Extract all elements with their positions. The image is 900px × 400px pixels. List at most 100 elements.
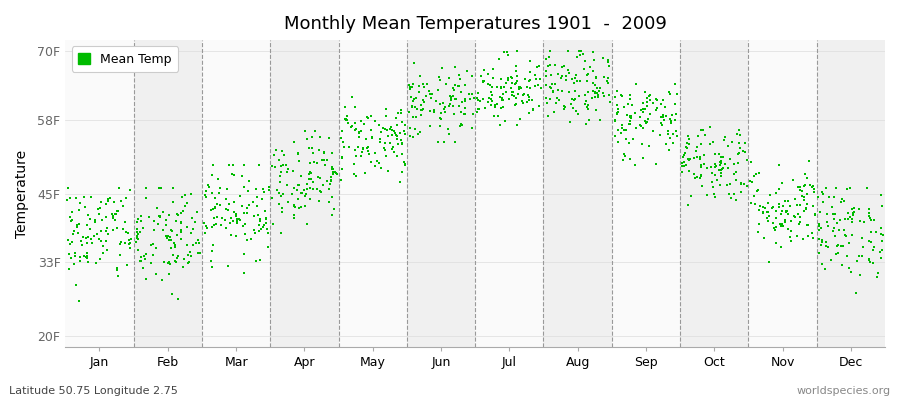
Point — [760, 214, 774, 221]
Point — [714, 158, 728, 164]
Point — [165, 291, 179, 298]
Point — [161, 236, 176, 243]
Point — [65, 238, 79, 245]
Point — [565, 96, 580, 102]
Point — [846, 210, 860, 216]
Point — [748, 200, 762, 207]
Point — [390, 133, 404, 139]
Point — [761, 218, 776, 224]
Point — [570, 54, 584, 61]
Point — [326, 171, 340, 177]
Point — [311, 198, 326, 204]
Bar — [66, 40, 133, 347]
Point — [790, 232, 805, 239]
Point — [490, 84, 504, 90]
Point — [227, 208, 241, 215]
Point — [448, 96, 463, 103]
Point — [274, 205, 289, 212]
Point — [827, 194, 842, 200]
Point — [819, 238, 833, 245]
Point — [562, 70, 576, 76]
Point — [578, 92, 592, 98]
Point — [66, 230, 80, 237]
Point — [465, 73, 480, 79]
Point — [690, 173, 705, 180]
Point — [354, 118, 368, 124]
Point — [174, 227, 188, 234]
Point — [807, 189, 822, 195]
Point — [442, 75, 456, 81]
Point — [159, 233, 174, 240]
Point — [609, 111, 624, 118]
Point — [778, 216, 793, 223]
Point — [107, 217, 122, 224]
Point — [732, 127, 746, 134]
Point — [270, 186, 284, 193]
Point — [590, 74, 604, 81]
Point — [98, 228, 112, 234]
Point — [281, 166, 295, 172]
Point — [876, 232, 890, 238]
Point — [866, 246, 880, 253]
Point — [434, 116, 448, 122]
Point — [135, 224, 149, 231]
Point — [806, 235, 820, 242]
Point — [454, 109, 468, 116]
Point — [146, 240, 160, 247]
Point — [62, 214, 77, 221]
Point — [253, 257, 267, 264]
Point — [205, 264, 220, 271]
Point — [414, 101, 428, 108]
Point — [112, 241, 127, 247]
Point — [184, 230, 198, 236]
Point — [146, 252, 160, 258]
Point — [401, 81, 416, 88]
Point — [84, 194, 98, 201]
Point — [192, 240, 206, 246]
Point — [729, 176, 743, 183]
Point — [276, 162, 291, 168]
Point — [802, 157, 816, 164]
Point — [740, 157, 754, 163]
Point — [163, 261, 177, 268]
Point — [436, 106, 451, 112]
Point — [411, 83, 426, 90]
Point — [68, 282, 83, 288]
Point — [437, 104, 452, 110]
Point — [540, 63, 554, 70]
Point — [274, 230, 288, 236]
Point — [505, 92, 519, 99]
Point — [855, 253, 869, 259]
Point — [197, 220, 211, 226]
Point — [99, 238, 113, 244]
Point — [798, 171, 813, 177]
Point — [223, 232, 238, 238]
Point — [616, 150, 631, 157]
Point — [380, 127, 394, 133]
Bar — [270, 40, 338, 347]
Point — [130, 247, 145, 254]
Point — [103, 194, 117, 201]
Point — [603, 98, 617, 105]
Point — [302, 196, 317, 202]
Point — [101, 196, 115, 203]
Point — [847, 208, 861, 215]
Point — [608, 94, 623, 100]
Point — [174, 219, 188, 226]
Point — [845, 206, 859, 213]
Point — [646, 100, 661, 106]
Point — [855, 235, 869, 241]
Point — [204, 190, 219, 196]
Point — [806, 203, 820, 209]
Point — [420, 81, 435, 88]
Point — [305, 186, 320, 192]
Point — [466, 94, 481, 101]
Point — [297, 128, 311, 134]
Point — [820, 218, 834, 225]
Point — [261, 230, 275, 236]
Point — [819, 242, 833, 249]
Point — [240, 204, 255, 211]
Point — [475, 78, 490, 84]
Point — [579, 121, 593, 127]
Point — [404, 84, 419, 90]
